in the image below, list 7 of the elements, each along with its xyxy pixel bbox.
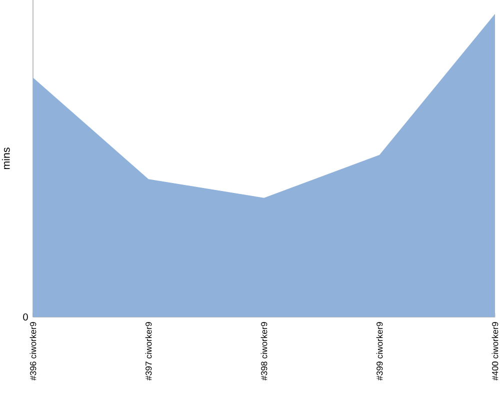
x-tick-label: #396 ciworker9 [30,322,36,380]
y-axis-title: mins [2,148,10,170]
x-tick-label: #397 ciworker9 [145,322,152,380]
x-tick-label: #399 ciworker9 [376,322,383,380]
x-tick-label: #398 ciworker9 [260,322,268,380]
x-tick-label: #400 ciworker9 [492,322,498,380]
text: 0 [23,313,28,321]
